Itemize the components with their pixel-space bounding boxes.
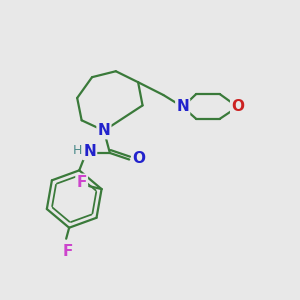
- Text: O: O: [133, 151, 146, 166]
- Text: H: H: [73, 144, 83, 157]
- Text: F: F: [76, 175, 87, 190]
- Text: N: N: [98, 123, 110, 138]
- Text: N: N: [176, 99, 189, 114]
- Text: O: O: [231, 99, 244, 114]
- Text: N: N: [83, 144, 96, 159]
- Text: F: F: [62, 244, 73, 259]
